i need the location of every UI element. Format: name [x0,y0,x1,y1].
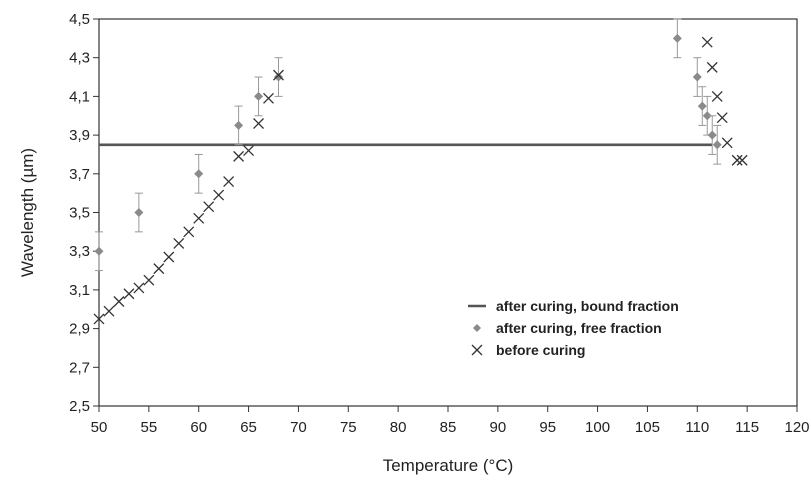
x-tick-label: 95 [539,419,556,436]
x-tick-label: 115 [735,419,759,436]
y-tick-label: 4,1 [69,88,90,105]
before-curing-point [173,238,185,249]
x-tick-label: 70 [290,419,307,436]
before-curing-point [716,112,728,124]
free-fraction-point [672,33,682,43]
before-curing-point [133,282,145,294]
before-curing-point [153,263,165,275]
y-axis-title: Wavelength (µm) [18,148,37,277]
before-curing-point [103,305,115,317]
y-tick-label: 4,3 [69,50,90,67]
y-tick-label: 2,9 [69,321,90,338]
free-fraction-point [194,169,204,179]
plot-area-border [98,18,798,407]
before-curing-point [701,36,713,48]
legend-label: before curing [496,342,585,358]
legend-item: after curing, free fraction [473,320,662,336]
before-curing-point [223,176,235,187]
before-curing-point [113,296,125,307]
before-curing-point [233,150,245,162]
legend-item: before curing [471,342,585,358]
free-fraction-point [234,120,244,130]
y-tick-label: 3,5 [69,205,90,222]
x-tick-label: 55 [141,419,158,436]
free-fraction-point [254,91,264,101]
series-layer [93,18,748,325]
y-tick-label: 3,9 [69,127,90,144]
y-tick-label: 3,1 [69,282,90,299]
free-fraction-point [707,130,717,140]
before-curing-point [183,226,195,238]
before-curing-point [243,145,255,157]
x-axis-title: Temperature (°C) [383,456,514,475]
y-tick-label: 3,3 [69,243,90,260]
x-tick-label: 120 [784,419,809,436]
y-tick-label: 3,7 [69,166,90,183]
y-axis-ticks: 2,5 2,7 2,9 3,1 3,3 3,5 3,7 3,9 4,1 4,3 4,5 [69,11,99,415]
before-curing-point [203,201,215,213]
free-fraction-point [692,72,702,82]
legend-swatch-x [471,344,483,356]
before-curing-point [193,212,205,224]
y-tick-label: 2,7 [69,359,90,376]
before-curing-point [213,189,225,201]
x-tick-label: 80 [390,419,407,436]
before-curing-point [731,154,743,166]
before-curing-point [721,137,733,149]
x-tick-label: 100 [585,419,610,436]
before-curing-point [123,288,135,300]
y-tick-label: 2,5 [69,398,90,415]
plot-frame [98,18,798,407]
x-tick-label: 85 [440,419,457,436]
legend-label: after curing, bound fraction [496,298,679,314]
before-curing-point [273,69,284,81]
before-curing-point [736,154,748,166]
before-curing-point [143,274,155,286]
legend-swatch-diamond [473,324,481,332]
legend: after curing, bound fraction after curing… [468,298,679,358]
x-tick-label: 75 [340,419,357,436]
x-axis-ticks: 50 55 60 65 70 75 80 85 90 95 100 105 110 115 120 [91,406,810,436]
before-curing-point [263,92,274,104]
series-after-curing-free-fraction [94,18,722,272]
free-fraction-point [273,72,283,82]
free-fraction-point [134,208,144,217]
free-fraction-point [697,101,707,111]
x-tick-label: 105 [635,419,660,436]
y-tick-label: 4,5 [69,11,90,28]
x-tick-label: 50 [91,419,108,436]
x-tick-label: 90 [490,419,507,436]
x-tick-label: 65 [240,419,257,436]
x-tick-label: 110 [685,419,709,436]
before-curing-point [163,251,175,263]
x-tick-label: 60 [190,419,207,436]
before-curing-point [93,313,105,325]
before-curing-point [711,90,723,102]
series-before-curing [93,36,748,325]
legend-item: after curing, bound fraction [468,298,679,314]
free-fraction-point [702,111,712,121]
legend-label: after curing, free fraction [496,320,662,336]
before-curing-point [706,61,718,73]
free-fraction-point [94,246,104,256]
free-fraction-point [712,140,722,150]
before-curing-point [253,118,265,129]
